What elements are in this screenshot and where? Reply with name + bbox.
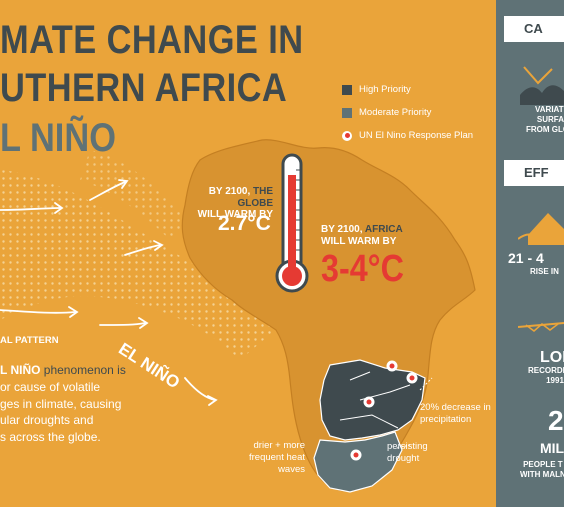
globe-warming-value: 2.7°C [218,212,271,235]
response-plan-marker [386,360,398,372]
africa-suffix: WILL WARM BY [321,235,397,247]
response-plan-marker [406,372,418,384]
causes-line: VARIATI [535,105,564,114]
sea-rise-icon [518,213,564,245]
legend-label: UN El Nino Response Plan [359,130,474,141]
people-line: PEOPLE T [523,460,563,469]
legend-item-response: UN El Nino Response Plan [342,130,473,141]
drought-note: persisting drought [387,441,428,464]
elnino-highlight: L NIÑO [0,363,41,377]
border-line [339,414,399,429]
pattern-label: AL PATTERN [0,335,59,346]
legend-item-high: High Priority [342,84,473,95]
africa-highlight: AFRICA [364,224,403,235]
description-line: ges in climate, causing [0,396,122,411]
description-line: ular droughts and [0,413,94,428]
effects-title: EFF [504,160,564,186]
title-line-2: UTHERN AFRICA [0,66,288,110]
causes-text: VARIATI SURFA FROM GLOB [526,105,564,135]
causes-line: SURFA [536,115,564,124]
africa-prefix: BY 2100, [321,224,365,235]
record-text: RECORDE 1991 [528,366,564,386]
globe-suffix: WILL WARM BY [197,209,273,220]
people-line: WITH MALN [520,470,564,479]
title-line-3: L NIÑO [0,116,116,160]
legend-label: High Priority [359,84,411,95]
globe-highlight: THE GLOBE [237,186,273,209]
legend-label: Moderate Priority [359,107,432,118]
description-text: L NIÑO phenomenon is or cause of volatil… [0,362,126,446]
precipitation-note: 20% decrease in precipitation [420,402,491,425]
people-number: 2 [548,405,564,436]
legend-item-moderate: Moderate Priority [342,107,473,118]
high-priority-swatch [342,84,352,95]
response-plan-marker [350,449,362,461]
africa-warming-caption: BY 2100, AFRICA WILL WARM BY [321,224,403,247]
description-line: phenomenon is [40,363,126,377]
dotted-current [0,170,275,360]
globe-warming-caption: BY 2100, THE GLOBE WILL WARM BY [183,186,273,221]
moderate-priority-region [313,431,403,493]
response-plan-marker [363,396,375,408]
response-plan-icon [342,130,352,141]
record-line: RECORDE [528,366,564,375]
callout-line [419,377,433,391]
dotted-current-2 [80,150,190,240]
moderate-priority-swatch [342,107,352,118]
africa-warming-value: 3-4°C [321,248,404,290]
wave-icon [520,66,564,105]
rise-text: RISE IN [530,267,559,276]
record-line: 1991 [546,376,564,385]
description-line: or cause of volatile [0,379,101,394]
record-number: LON [540,349,564,366]
wind-arrows [0,179,218,406]
rise-number: 21 - 4 [508,250,544,266]
thermometer-icon [275,153,309,293]
sidebar-panel: CA VARIATI SURFA FROM GLOB EFF 21 - 4 RI… [496,0,564,507]
title-line-1: MATE CHANGE IN [0,18,304,62]
border-line [349,371,371,381]
heat-note: drier + more frequent heat waves [249,440,305,475]
causes-title: CA [504,16,564,42]
causes-line: FROM GLOB [526,125,564,134]
legend: High Priority Moderate Priority UN El Ni… [342,84,473,141]
globe-prefix: BY 2100, [208,186,253,197]
people-unit: MIL [540,440,564,456]
description-line: s across the globe. [0,430,101,445]
people-text: PEOPLE T WITH MALN [520,460,564,480]
drought-ground-icon [518,322,564,332]
